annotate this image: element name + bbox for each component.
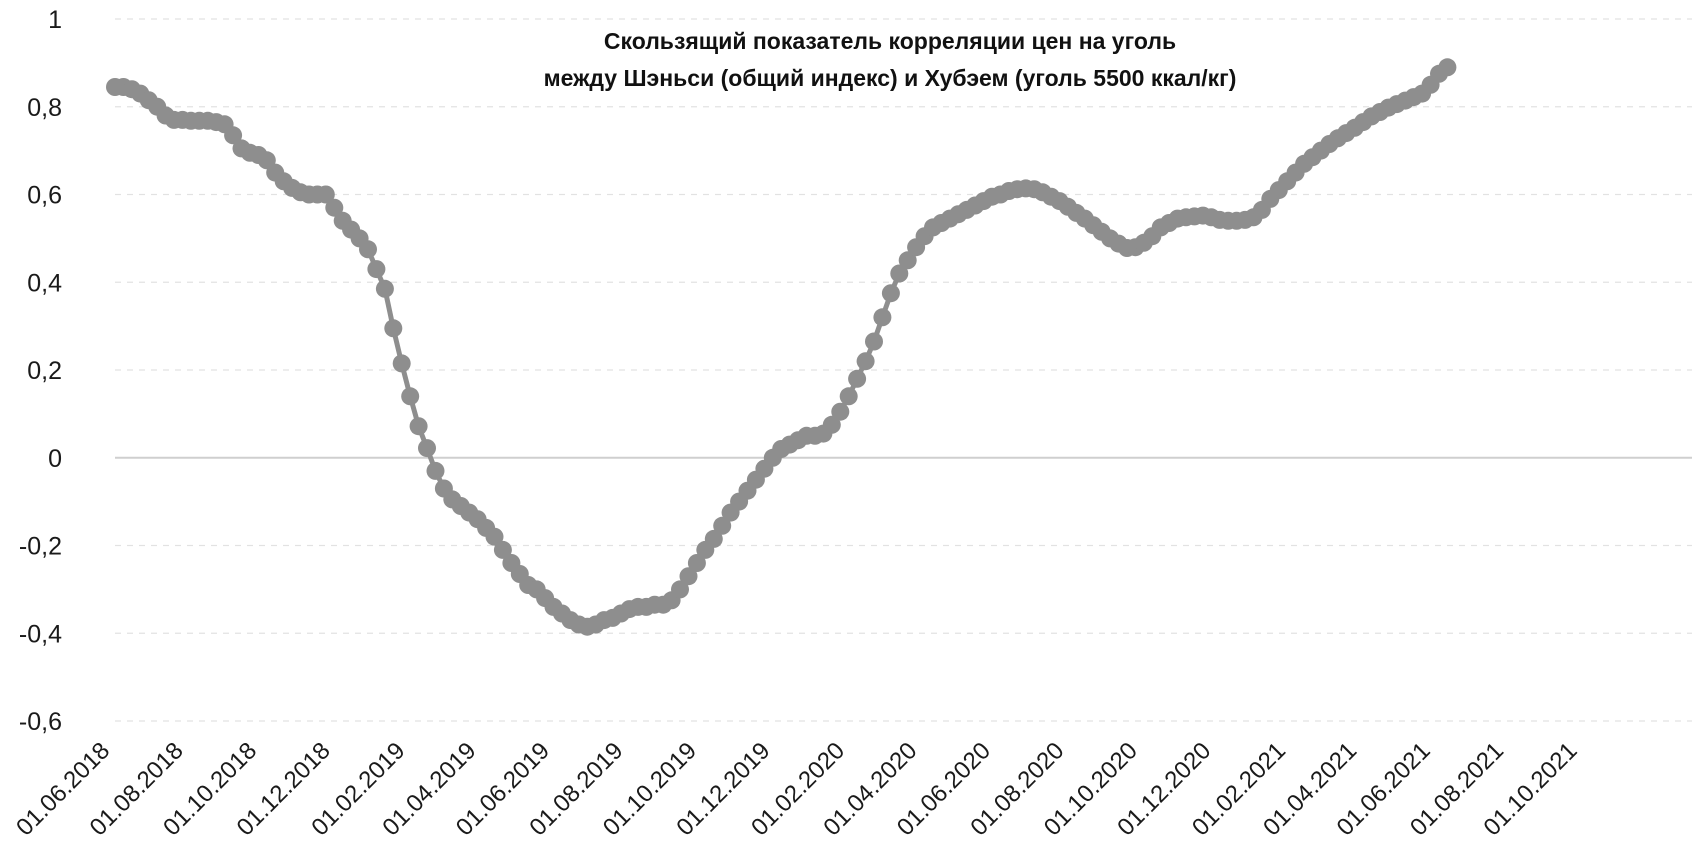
- data-point: [409, 417, 428, 436]
- data-point: [401, 387, 420, 406]
- data-point: [831, 402, 850, 421]
- y-tick-label: 0,2: [27, 357, 62, 385]
- y-tick-label: 0,8: [27, 94, 62, 122]
- data-point: [325, 198, 344, 217]
- data-point: [704, 529, 723, 548]
- data-point: [898, 251, 917, 270]
- data-point: [418, 439, 436, 458]
- chart-title-line-2: между Шэньси (общий индекс) и Хубэем (уг…: [544, 65, 1237, 91]
- data-point: [485, 527, 504, 546]
- y-tick-label: -0,6: [19, 708, 62, 736]
- y-tick-label: -0,2: [19, 533, 62, 561]
- y-axis-ticks: 1 0,8 0,6 0,4 0,2 0 -0,2 -0,4 -0,6: [19, 6, 62, 736]
- data-point: [375, 279, 394, 298]
- data-point: [848, 369, 867, 388]
- data-point: [392, 354, 411, 373]
- y-tick-label: 0,6: [27, 182, 62, 210]
- data-point: [224, 126, 243, 145]
- data-point: [687, 554, 706, 572]
- data-point: [671, 580, 689, 599]
- data-point: [890, 264, 909, 283]
- series-correlation: [106, 58, 1457, 636]
- data-point: [865, 332, 883, 351]
- chart-title: Скользящий показатель корреляции цен на …: [544, 28, 1237, 91]
- data-point: [822, 415, 841, 434]
- y-tick-label: -0,4: [19, 620, 62, 648]
- data-point: [856, 352, 875, 371]
- data-point: [873, 308, 892, 327]
- data-point: [839, 387, 858, 406]
- chart-title-line-1: Скользящий показатель корреляции цен на …: [604, 28, 1176, 54]
- data-point: [359, 240, 377, 259]
- gridlines: [115, 18, 1692, 722]
- data-point: [384, 319, 403, 338]
- data-point: [367, 260, 386, 279]
- y-tick-label: 0: [48, 445, 62, 473]
- data-point: [316, 185, 335, 204]
- series-line: [112, 64, 1450, 630]
- data-point: [679, 567, 698, 586]
- data-point: [426, 461, 445, 480]
- y-tick-label: 0,4: [27, 269, 62, 297]
- data-point: [493, 540, 512, 559]
- data-point: [713, 516, 732, 535]
- data-point: [881, 284, 900, 303]
- x-axis-ticks: 01.06.201801.08.201801.10.201801.12.2018…: [11, 737, 1582, 841]
- data-point: [1438, 58, 1457, 77]
- y-tick-label: 1: [48, 6, 62, 34]
